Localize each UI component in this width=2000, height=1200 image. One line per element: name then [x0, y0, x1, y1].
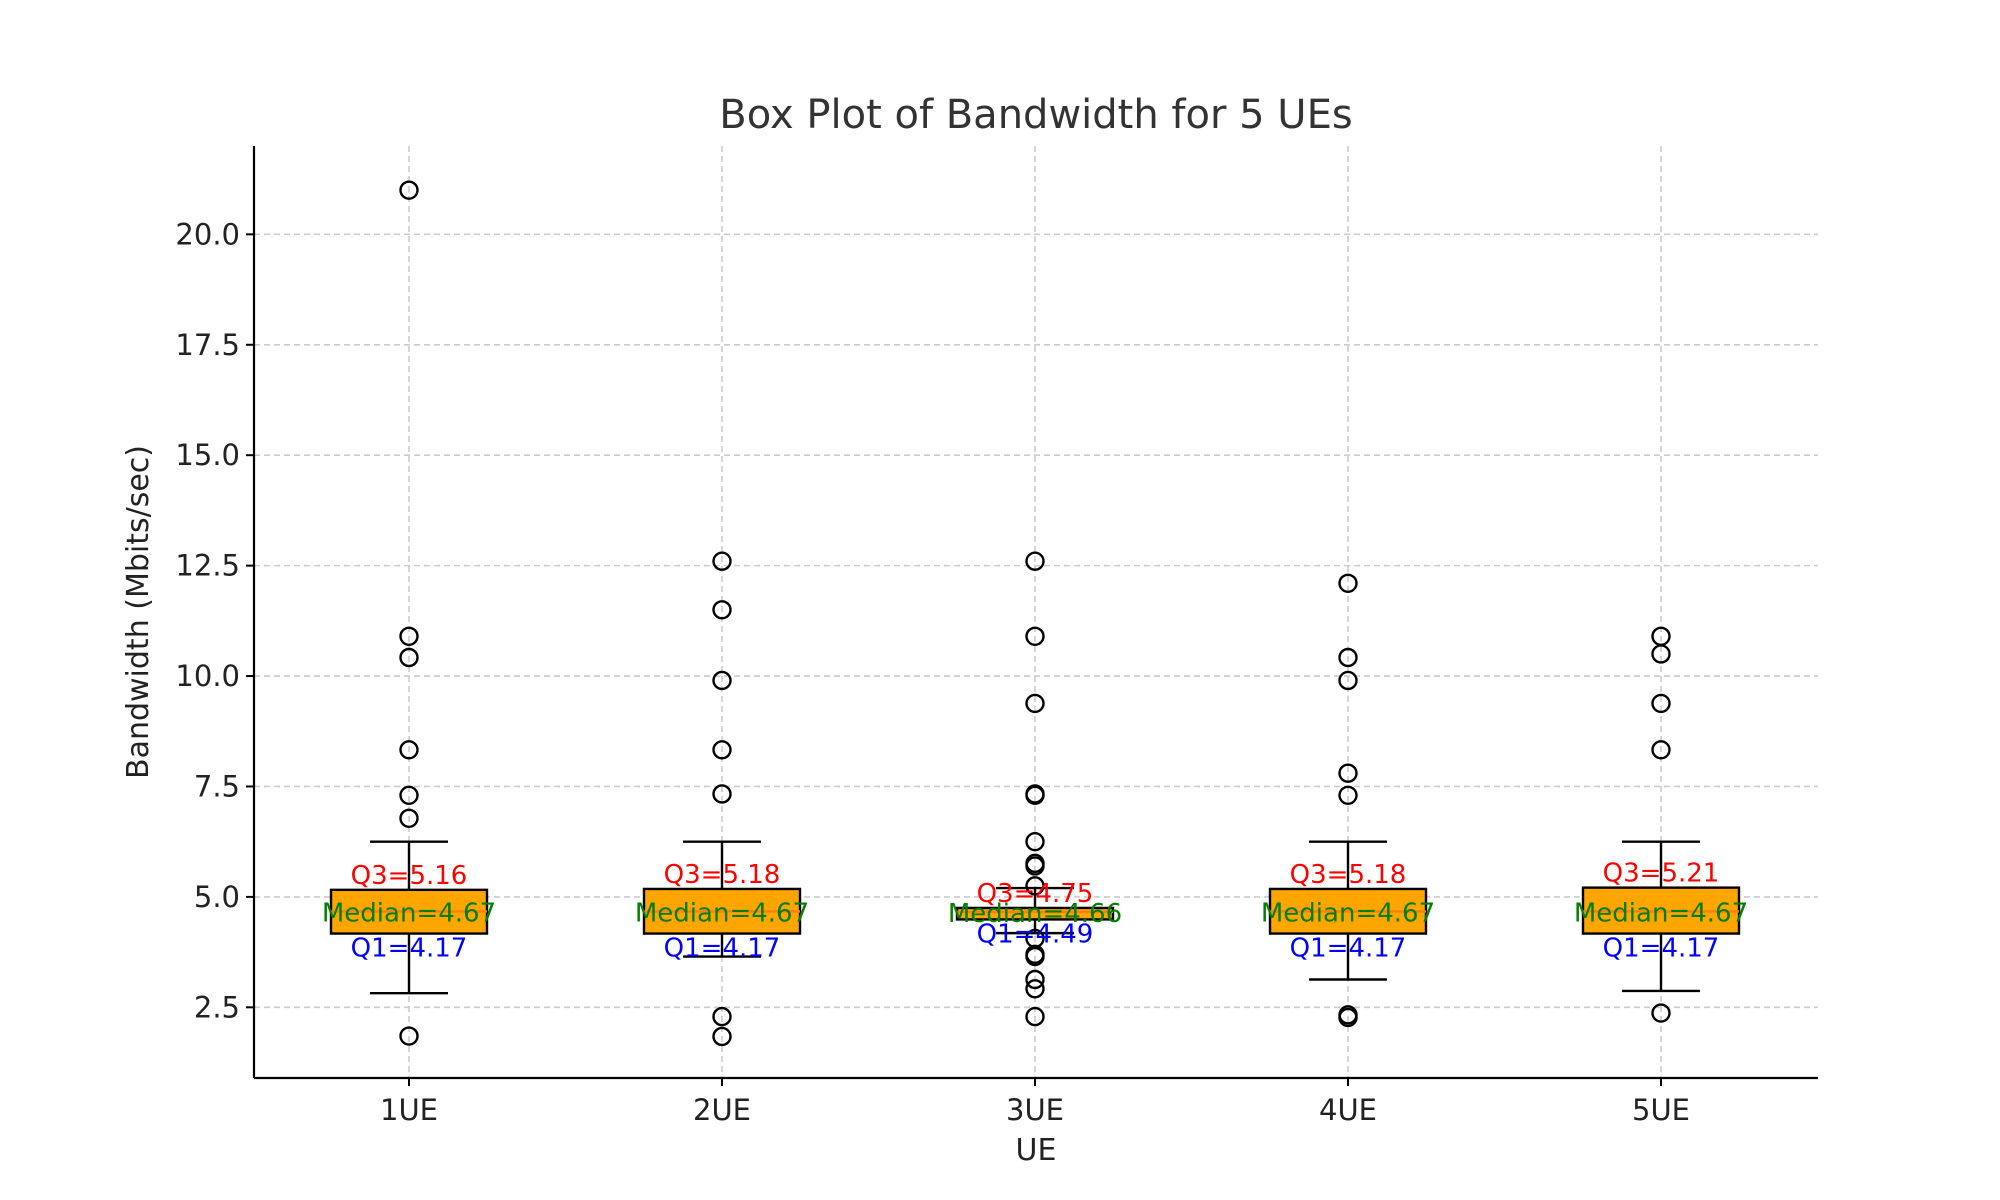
x-tick-label: 5UE [1632, 1093, 1690, 1127]
y-tick-label: 2.5 [194, 990, 240, 1024]
chart-title: Box Plot of Bandwidth for 5 UEs [719, 92, 1352, 138]
outlier-point [712, 551, 732, 571]
outlier-point [399, 626, 419, 646]
median-label: Median=4.66 [948, 899, 1122, 929]
x-axis-label: UE [1016, 1133, 1057, 1168]
boxes-layer [329, 180, 1741, 1047]
outlier-point [712, 670, 732, 691]
y-tick-label: 10.0 [175, 659, 240, 693]
q3-label: Q3=5.21 [1603, 859, 1720, 889]
outlier-point [712, 1026, 732, 1047]
outlier-point [1025, 876, 1045, 896]
median-label: Median=4.67 [1574, 898, 1748, 928]
outlier-point [712, 740, 732, 760]
q1-label: Q1=4.49 [977, 919, 1094, 949]
iqr-box [955, 906, 1115, 921]
outlier-point [1338, 647, 1358, 668]
outlier-point [712, 784, 732, 804]
y-tick-label: 20.0 [175, 217, 240, 251]
outlier-point [1651, 740, 1671, 760]
q1-label: Q1=4.17 [351, 934, 468, 964]
outlier-point [399, 180, 419, 200]
y-tick-label: 15.0 [175, 438, 240, 472]
outlier-point [1025, 831, 1045, 852]
outlier-point [1025, 928, 1045, 949]
outlier-point [399, 785, 419, 806]
outlier-point [1025, 969, 1045, 990]
box-group-2ue [642, 551, 802, 1047]
outlier-point [1338, 1005, 1358, 1025]
outlier-point [1025, 784, 1045, 804]
ticks-layer: 2.5 5.0 7.5 10.0 12.5 15.0 17.5 20.0 1UE 2UE 3UE 4U… [175, 217, 1690, 1127]
stat-labels-layer: Q3=5.16 Median=4.67 Q1=4.17 Q3=5.18 Median=4… [322, 859, 1748, 964]
y-axis-label: Bandwidth (Mbits/sec) [121, 445, 156, 779]
outlier-point [1338, 670, 1358, 691]
x-tick-label: 3UE [1006, 1093, 1064, 1127]
box-group-4ue [1268, 573, 1428, 1028]
q1-label: Q1=4.17 [1603, 934, 1720, 964]
outlier-point [399, 808, 419, 828]
outlier-point [1025, 693, 1045, 714]
outlier-point [399, 1026, 419, 1046]
outlier-point [1338, 573, 1358, 593]
outlier-point [1651, 626, 1671, 646]
outlier-point [1025, 551, 1045, 571]
median-label: Median=4.67 [635, 898, 809, 928]
outlier-point [1025, 979, 1045, 999]
q3-label: Q3=5.16 [351, 861, 468, 891]
x-tick-label: 2UE [693, 1093, 751, 1127]
outlier-point [1025, 853, 1045, 874]
q1-label: Q1=4.17 [664, 934, 781, 964]
y-tick-label: 12.5 [175, 549, 240, 583]
q3-label: Q3=5.18 [664, 860, 781, 890]
outlier-point [1338, 785, 1358, 806]
q1-label: Q1=4.17 [1290, 934, 1407, 964]
y-tick-label: 7.5 [194, 769, 240, 803]
outlier-point [399, 647, 419, 668]
outlier-point [1025, 1006, 1045, 1027]
y-tick-label: 17.5 [175, 328, 240, 362]
x-tick-label: 4UE [1319, 1093, 1377, 1127]
outlier-point [712, 1006, 732, 1027]
box-group-5ue [1581, 626, 1741, 1023]
outlier-point [1025, 626, 1045, 646]
median-label: Median=4.67 [1261, 898, 1435, 928]
y-tick-label: 5.0 [194, 880, 240, 914]
outlier-point [399, 740, 419, 760]
outlier-point [1651, 693, 1671, 714]
box-group-1ue [329, 180, 489, 1046]
outlier-point [1338, 763, 1358, 783]
x-tick-label: 1UE [380, 1093, 438, 1127]
median-label: Median=4.67 [322, 898, 496, 928]
q3-label: Q3=4.75 [977, 879, 1094, 909]
box-group-3ue [955, 551, 1115, 1027]
q3-label: Q3=5.18 [1290, 860, 1407, 890]
outlier-point [712, 600, 732, 620]
grid-layer [254, 146, 1818, 1078]
outlier-point [1651, 1003, 1671, 1023]
